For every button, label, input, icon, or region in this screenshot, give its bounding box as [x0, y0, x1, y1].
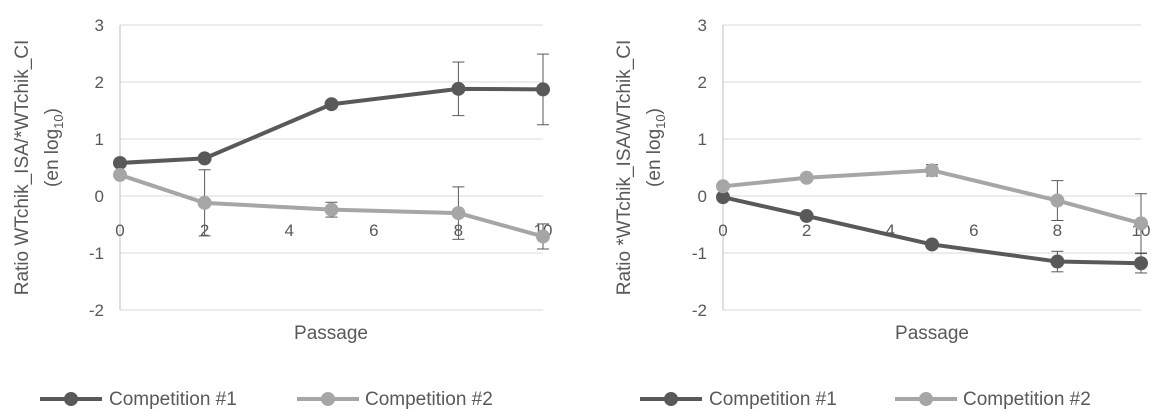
chart-1-series-1-point: [925, 237, 939, 252]
chart-1-y-tick-label: 2: [698, 73, 707, 92]
chart-0-legend-swatch-marker: [64, 392, 78, 406]
chart-1-series-1-point: [716, 190, 730, 205]
chart-0-series-1: [113, 53, 550, 170]
chart-1-x-tick-label: 4: [885, 221, 894, 240]
chart-0-y-tick-label: 1: [95, 130, 104, 149]
chart-0-series-2-point: [536, 229, 550, 244]
chart-0-x-tick-label: 0: [115, 221, 124, 240]
chart-0-y-tick-label: 3: [95, 16, 104, 35]
chart-1-x-tick-label: 6: [969, 221, 978, 240]
chart-1-series-1-point: [1050, 254, 1065, 269]
chart-1-y-axis-title: Ratio *WTchik_ISA/WTchik_CI: [614, 40, 635, 296]
chart-0-series-1-point: [536, 82, 550, 97]
chart-1-series-2-point: [799, 170, 814, 185]
chart-1-legend-swatch-marker: [919, 392, 933, 406]
chart-0-series-1-point: [197, 151, 212, 166]
chart-1-series-2-point: [716, 179, 730, 194]
chart-0-y-tick-label: 0: [95, 187, 104, 206]
chart-1-legend-swatch-marker: [664, 392, 678, 406]
chart-1-x-tick-label: 0: [718, 221, 727, 240]
chart-1-x-tick-label: 2: [802, 221, 811, 240]
chart-1-y-axis-unit: (en log10): [644, 108, 668, 187]
chart-1-y-tick-label: 0: [698, 187, 707, 206]
chart-0-x-tick-label: 6: [369, 221, 378, 240]
chart-1-series-2-line: [722, 168, 1142, 226]
chart-0-y-tick-label: -2: [89, 301, 104, 320]
chart-0-y-tick-label: 2: [95, 73, 104, 92]
chart-1-series-2-point: [1050, 193, 1065, 208]
chart-0-series-2-point: [197, 195, 212, 210]
chart-1-x-axis-title: Passage: [895, 323, 969, 344]
chart-0-series-1-point: [113, 155, 127, 170]
chart-1-y-tick-label: -2: [692, 301, 707, 320]
chart-1-y-tick-label: 3: [698, 16, 707, 35]
chart-0-x-tick-label: 4: [284, 221, 293, 240]
chart-1-series-2-point: [1134, 216, 1148, 231]
chart-0-y-axis-unit: (en log10): [42, 108, 66, 187]
chart-0-legend-entry-2: Competition #2: [297, 389, 493, 410]
chart-1-series-2-point: [925, 163, 939, 178]
chart-0-x-axis-title: Passage: [294, 323, 368, 344]
chart-1-y-tick-label: -1: [692, 244, 707, 263]
chart-0-legend-label: Competition #2: [365, 389, 493, 410]
chart-1-legend-label: Competition #1: [709, 389, 837, 410]
chart-0-legend-label: Competition #1: [109, 389, 237, 410]
chart-0-legend-swatch-marker: [321, 392, 335, 406]
chart-1-y-tick-label: 1: [698, 130, 707, 149]
chart-1-series-1-point: [1134, 256, 1148, 271]
chart-0-series-2-point: [451, 206, 466, 221]
chart-1-series-1-point: [799, 208, 814, 223]
chart-1-series-1: [716, 190, 1148, 274]
chart-1-legend-entry-1: Competition #1: [640, 389, 837, 410]
chart-0-y-axis-title: Ratio WTchik_ISA/*WTchik_CI: [12, 40, 33, 296]
chart-1-legend-entry-2: Competition #2: [895, 389, 1091, 410]
chart-1-x-tick-label: 8: [1053, 221, 1062, 240]
chart-0-series-1-point: [451, 81, 466, 96]
chart-1-legend-label: Competition #2: [963, 389, 1091, 410]
chart-0-series-2-point: [324, 202, 339, 217]
chart-0-series-1-point: [324, 97, 339, 112]
chart-0-series-2: [113, 167, 550, 250]
chart-0-y-tick-label: -1: [89, 244, 104, 263]
chart-1-series-2: [716, 163, 1148, 254]
chart-0-series-2-point: [113, 167, 127, 182]
chart-0-legend-entry-1: Competition #1: [40, 389, 237, 410]
